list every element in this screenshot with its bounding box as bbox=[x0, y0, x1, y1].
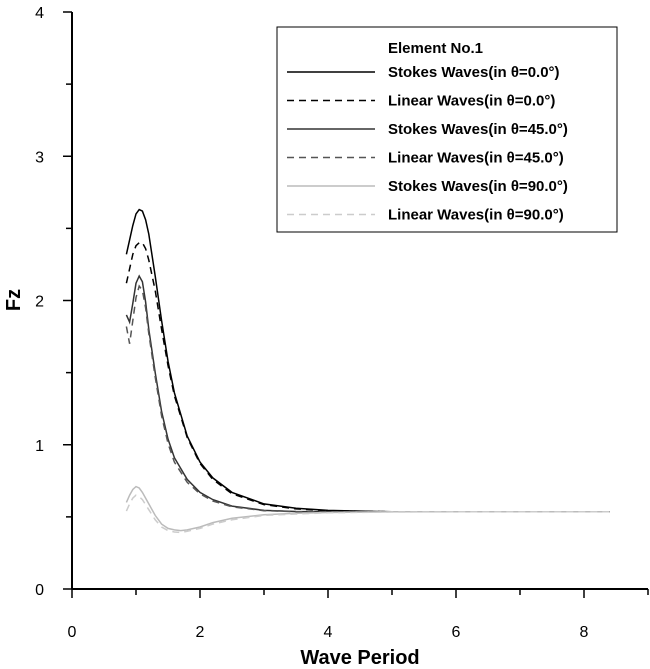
series-line-2 bbox=[125, 242, 610, 513]
x-axis-title: Wave Period bbox=[300, 647, 419, 669]
legend-label-1: Stokes Waves(in θ=0.0°) bbox=[388, 64, 560, 81]
legend-title: Element No.1 bbox=[388, 40, 483, 57]
legend-label-3: Stokes Waves(in θ=45.0°) bbox=[388, 121, 568, 138]
series-line-3 bbox=[125, 274, 610, 513]
x-tick-label: 0 bbox=[68, 624, 77, 641]
legend-label-6: Linear Waves(in θ=90.0°) bbox=[388, 207, 564, 224]
y-axis-title: Fz bbox=[3, 289, 25, 311]
legend: Element No.1 Stokes Waves(in θ=0.0°) Line… bbox=[276, 26, 618, 233]
legend-label-5: Stokes Waves(in θ=90.0°) bbox=[388, 178, 568, 195]
y-tick-label: 3 bbox=[35, 149, 44, 166]
x-tick-label: 4 bbox=[324, 624, 333, 641]
x-tick-label: 2 bbox=[196, 624, 205, 641]
series-line-5 bbox=[125, 485, 610, 532]
legend-label-4: Linear Waves(in θ=45.0°) bbox=[388, 150, 564, 167]
x-tick-label: 8 bbox=[580, 624, 589, 641]
series-line-1 bbox=[125, 208, 610, 513]
y-tick-label: 0 bbox=[35, 582, 44, 599]
y-tick-label: 2 bbox=[35, 294, 44, 311]
series-layer bbox=[125, 208, 610, 534]
axes: 0 2 4 6 8 0 1 2 3 4 bbox=[35, 5, 649, 641]
x-tick-label: 6 bbox=[452, 624, 461, 641]
y-tick-label: 1 bbox=[35, 438, 44, 455]
series-line-4 bbox=[125, 284, 610, 513]
legend-label-2: Linear Waves(in θ=0.0°) bbox=[388, 93, 555, 110]
y-tick-label: 4 bbox=[35, 5, 44, 22]
